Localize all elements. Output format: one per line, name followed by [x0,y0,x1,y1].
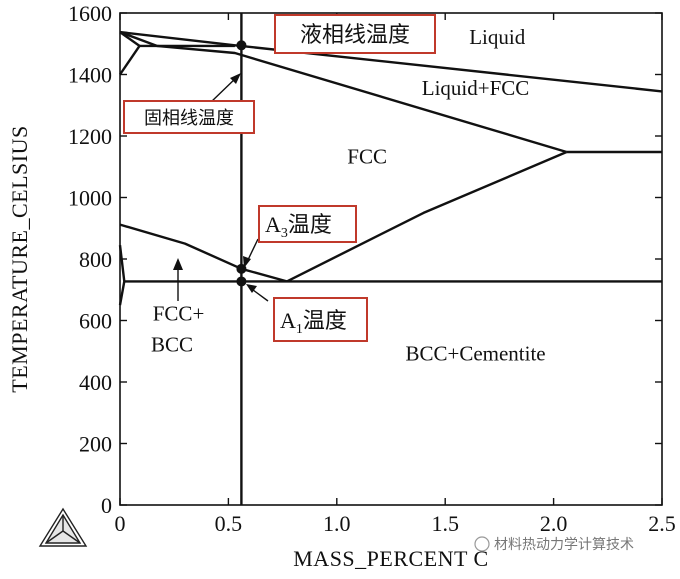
solidus-callout: 固相线温度 [123,100,255,134]
phase-boundary-line [119,30,567,154]
x-tick-label: 1.0 [323,511,351,536]
tick-group: 0 0.5 1.0 1.5 2.0 2.5 0 200 400 600 800 1000 1200 140… [68,1,676,536]
y-tick-label: 600 [79,309,112,334]
software-logo-icon [38,507,88,547]
y-tick-label: 1400 [68,63,112,88]
region-label: BCC [151,332,193,356]
x-tick-label: 0 [115,511,126,536]
a1-letter: A [280,308,296,333]
solidus-callout-box [123,100,255,134]
liquidus-callout: 液相线温度 [274,14,436,54]
y-axis-label: TEMPERATURE_CELSIUS [7,125,32,392]
a3-subscript: 3 [281,226,288,241]
temperature-marker [236,40,247,51]
y-tick-label: 1000 [68,186,112,211]
x-tick-label: 2.5 [648,511,676,536]
phase-boundaries [118,13,663,505]
liquidus-callout-text: 液相线温度 [300,22,410,47]
y-tick-label: 0 [101,493,112,518]
x-tick-label: 2.0 [540,511,568,536]
region-label: FCC+ [153,302,205,326]
region-label: Liquid+FCC [422,76,530,100]
region-label: FCC [347,145,387,169]
solidus-arrow-head [230,73,241,84]
region-label: BCC+Cementite [405,341,545,365]
arrow-heads [173,73,257,293]
fcc-bcc-arrow-head [173,258,183,270]
liquidus-callout-box [274,14,436,54]
a1-callout-text: A1温度 [280,308,347,337]
a1-arrow-head [246,284,257,293]
a1-callout-box [273,297,368,342]
a1-rest: 温度 [303,309,347,334]
region-labels: Liquid Liquid+FCC FCC FCC+ BCC BCC+Cementite [151,25,546,366]
phase-boundary-line [119,223,288,283]
phase-boundary-line [118,245,126,306]
a1-callout: A1温度 [273,297,368,342]
y-tick-label: 800 [79,247,112,272]
y-tick-label: 200 [79,432,112,457]
marker-group [236,40,247,287]
temperature-marker [236,276,247,287]
a3-callout-box [258,205,357,243]
y-tick-label: 1600 [68,1,112,26]
a3-callout: A3温度 [258,205,357,243]
solidus-callout-text: 固相线温度 [144,108,234,129]
watermark-text: 材料热动力学计算技术 [494,537,634,553]
a3-rest: 温度 [288,213,332,238]
region-label: Liquid [469,25,525,49]
y-tick-label: 400 [79,370,112,395]
x-axis-label: MASS_PERCENT C [293,546,488,571]
x-tick-label: 1.5 [431,511,459,536]
watermark: 材料热动力学计算技术 [474,536,634,553]
phase-boundary-line [286,150,568,283]
a3-callout-text: A3温度 [265,212,332,241]
a3-letter: A [265,212,281,237]
a1-subscript: 1 [296,322,303,337]
a3-arrow-head [243,256,251,268]
watermark-icon [474,536,490,552]
phase-boundary-line [119,31,141,76]
x-tick-label: 0.5 [215,511,243,536]
y-tick-label: 1200 [68,124,112,149]
plot-frame [119,12,663,506]
